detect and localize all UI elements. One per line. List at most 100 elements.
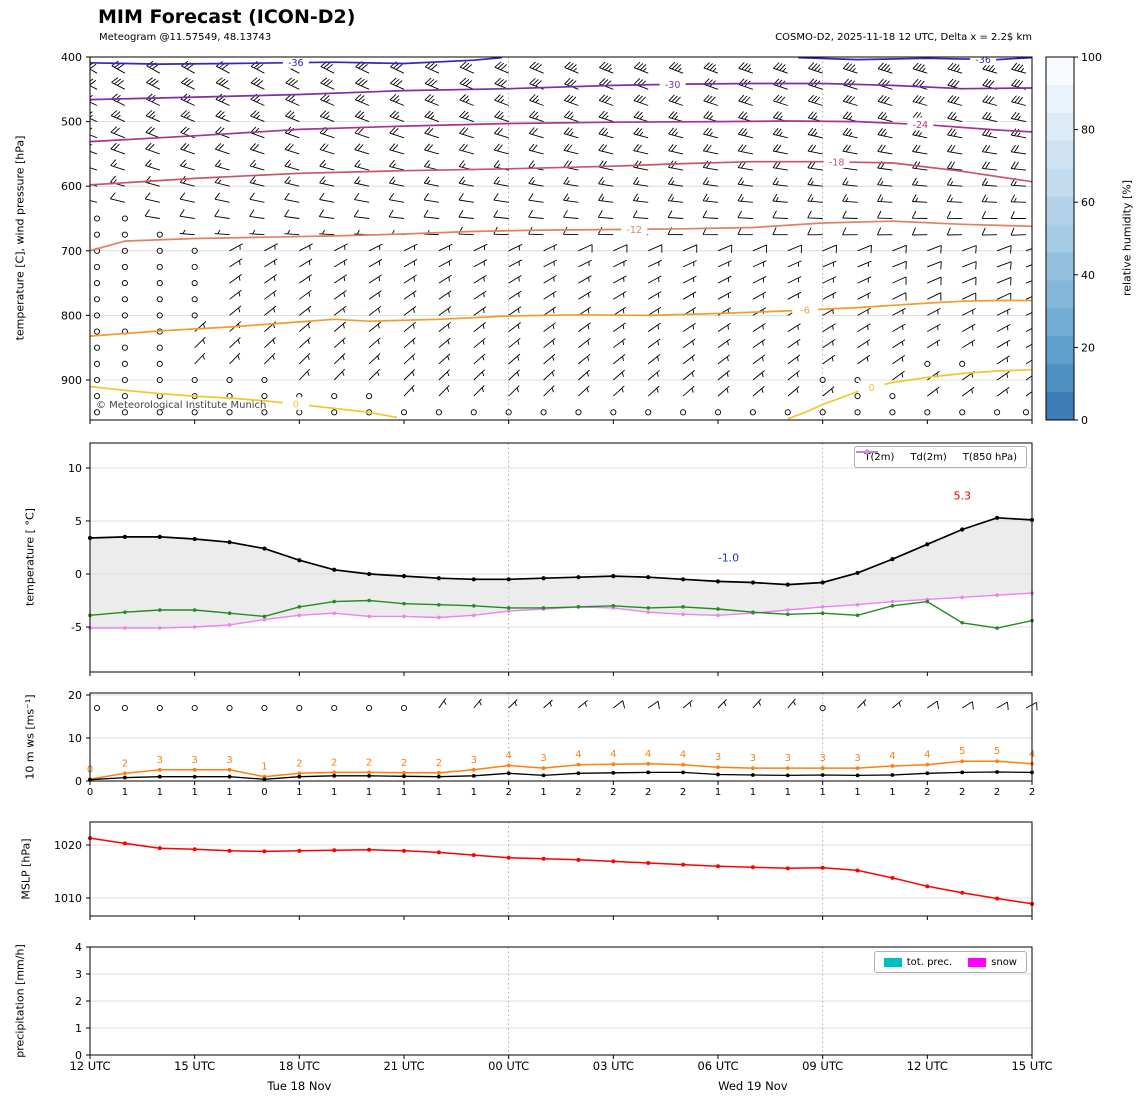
wind-speed-value-label: 1: [366, 787, 372, 798]
marker: [925, 762, 930, 767]
marker: [995, 896, 1000, 901]
x-tick-label: 21 UTC: [383, 1059, 424, 1073]
temperature-y-tick-label: 5: [75, 515, 82, 528]
marker: [227, 848, 232, 853]
marker: [576, 771, 581, 776]
wind-speed-value-label: 2: [680, 787, 686, 798]
contour--12: [90, 220, 1032, 252]
contour-label: -30: [665, 80, 681, 91]
day-label: Tue 18 Nov: [266, 1079, 331, 1093]
contour-label: -6: [800, 306, 809, 317]
marker: [506, 771, 511, 776]
marker: [436, 576, 441, 581]
marker: [995, 626, 999, 630]
marker: [715, 579, 721, 584]
marker: [646, 610, 651, 614]
wind-speed-value-label: 2: [959, 787, 965, 798]
marker: [367, 847, 372, 852]
legend-entry-Td(2m): Td(2m): [856, 449, 947, 463]
marker: [611, 859, 616, 864]
wind-speed-value-label: 0: [87, 787, 93, 798]
gust-value-label: 2: [296, 758, 302, 769]
marker: [750, 766, 755, 770]
wind-speed-value-label: 1: [296, 787, 302, 798]
marker: [855, 570, 860, 576]
marker: [785, 612, 790, 617]
marker: [681, 762, 686, 767]
marker: [436, 850, 441, 855]
marker: [227, 611, 232, 616]
marker: [716, 765, 720, 770]
marker: [541, 606, 546, 610]
gust-value-label: 4: [505, 751, 511, 762]
legend-label: T(2m): [864, 451, 895, 463]
marker: [890, 764, 895, 768]
contour-label-bg: [282, 57, 309, 69]
marker: [541, 766, 546, 770]
precip-legend: tot. prec. snow: [873, 951, 1027, 973]
marker: [192, 536, 197, 542]
gust-value-label: 3: [750, 753, 756, 764]
marker: [995, 515, 1000, 520]
marker: [576, 575, 581, 580]
contour-label-bg: [970, 57, 997, 66]
contour-label: -36: [288, 58, 304, 69]
marker: [960, 527, 965, 532]
wind-speed-value-label: 1: [715, 787, 721, 798]
gust-value-label: 4: [924, 750, 930, 761]
marker: [855, 773, 860, 778]
wind-speed-value-label: 1: [854, 787, 860, 798]
upper-air-y-tick-label: 400: [61, 51, 82, 64]
marker: [855, 766, 860, 770]
marker: [890, 875, 895, 880]
marker: [262, 849, 267, 854]
marker: [402, 614, 406, 619]
wind-speed-value-label: 2: [924, 787, 930, 798]
marker: [262, 546, 267, 551]
marker: [506, 609, 511, 613]
wind-speed-value-label: 1: [750, 787, 756, 798]
marker: [785, 582, 790, 587]
marker: [506, 855, 511, 860]
x-tick-label: 15 UTC: [1011, 1059, 1052, 1073]
contour--18: [90, 160, 1032, 186]
marker: [123, 610, 127, 614]
marker: [192, 625, 197, 629]
marker: [471, 604, 476, 608]
x-tick-label: 09 UTC: [802, 1059, 843, 1073]
marker: [506, 763, 511, 768]
contour-label-bg: [858, 380, 885, 394]
marker: [611, 770, 616, 775]
contour-label: -12: [627, 225, 643, 236]
wind-speed-value-label: 1: [331, 787, 337, 798]
upper-air-y-tick-label: 600: [61, 180, 82, 193]
gust-value-label: 2: [122, 758, 128, 769]
legend-label: snow: [991, 956, 1017, 968]
marker: [123, 626, 127, 630]
wind-speed-value-label: 1: [889, 787, 895, 798]
marker: [332, 773, 337, 778]
gust-value-label: 3: [854, 753, 860, 764]
marker: [855, 602, 860, 607]
series-line-gusts: [89, 760, 1033, 781]
marker: [925, 599, 930, 604]
marker: [297, 774, 302, 779]
gust-value-label: 3: [471, 755, 477, 766]
temperature-y-tick-label: 10: [68, 462, 82, 475]
contour-label-bg: [823, 154, 850, 168]
marker: [995, 593, 999, 597]
marker: [227, 623, 232, 627]
wind-speed-value-label: 1: [157, 787, 163, 798]
gust-value-label: 5: [959, 746, 965, 757]
colorbar-label: relative humidity [%]: [1120, 179, 1134, 297]
marker: [681, 577, 686, 582]
marker: [227, 540, 232, 545]
marker: [751, 610, 755, 614]
gust-value-label: 3: [191, 755, 197, 766]
mslp-frame: [89, 821, 1033, 917]
legend-entry-T(850 hPa): T(850 hPa): [856, 449, 1017, 463]
marker: [367, 571, 372, 577]
x-tick-label: 06 UTC: [697, 1059, 738, 1073]
legend-label: tot. prec.: [906, 956, 953, 968]
